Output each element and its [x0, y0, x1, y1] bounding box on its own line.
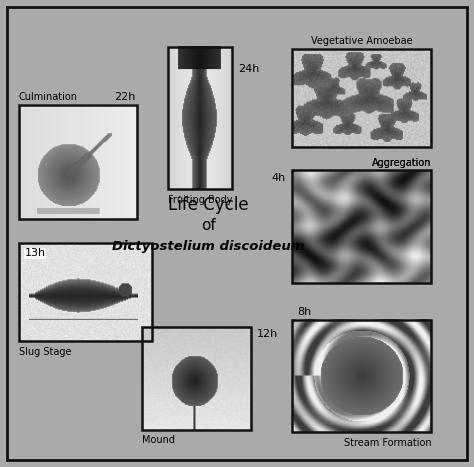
- Text: 4h: 4h: [272, 173, 286, 183]
- Text: of: of: [201, 218, 216, 233]
- Bar: [292, 49, 431, 147]
- Bar: [142, 327, 251, 430]
- Bar: [19, 105, 137, 219]
- Text: 13h: 13h: [25, 248, 46, 258]
- Bar: [168, 47, 232, 189]
- Text: 22h: 22h: [114, 92, 135, 102]
- Text: Fruiting Body: Fruiting Body: [168, 195, 233, 205]
- Text: Culmination: Culmination: [19, 92, 78, 102]
- Bar: [142, 327, 251, 430]
- Bar: [292, 170, 431, 283]
- Text: Dictyostelium discoideum: Dictyostelium discoideum: [112, 240, 305, 253]
- Text: 24h: 24h: [238, 64, 259, 74]
- Bar: [292, 49, 431, 147]
- Bar: [292, 320, 431, 432]
- Text: Aggregation: Aggregation: [372, 158, 431, 168]
- Text: Stream Formation: Stream Formation: [344, 438, 431, 447]
- Bar: [19, 243, 152, 341]
- Text: Mound: Mound: [142, 435, 175, 445]
- Bar: [292, 170, 431, 283]
- Text: Vegetative Amoebae: Vegetative Amoebae: [310, 36, 412, 46]
- Text: Life Cycle: Life Cycle: [168, 197, 249, 214]
- Text: Aggregation: Aggregation: [372, 158, 431, 168]
- Bar: [292, 320, 431, 432]
- Bar: [168, 47, 232, 189]
- Text: Slug Stage: Slug Stage: [19, 347, 72, 356]
- Bar: [19, 105, 137, 219]
- Bar: [19, 243, 152, 341]
- Text: 8h: 8h: [297, 307, 311, 317]
- Text: 12h: 12h: [257, 329, 278, 339]
